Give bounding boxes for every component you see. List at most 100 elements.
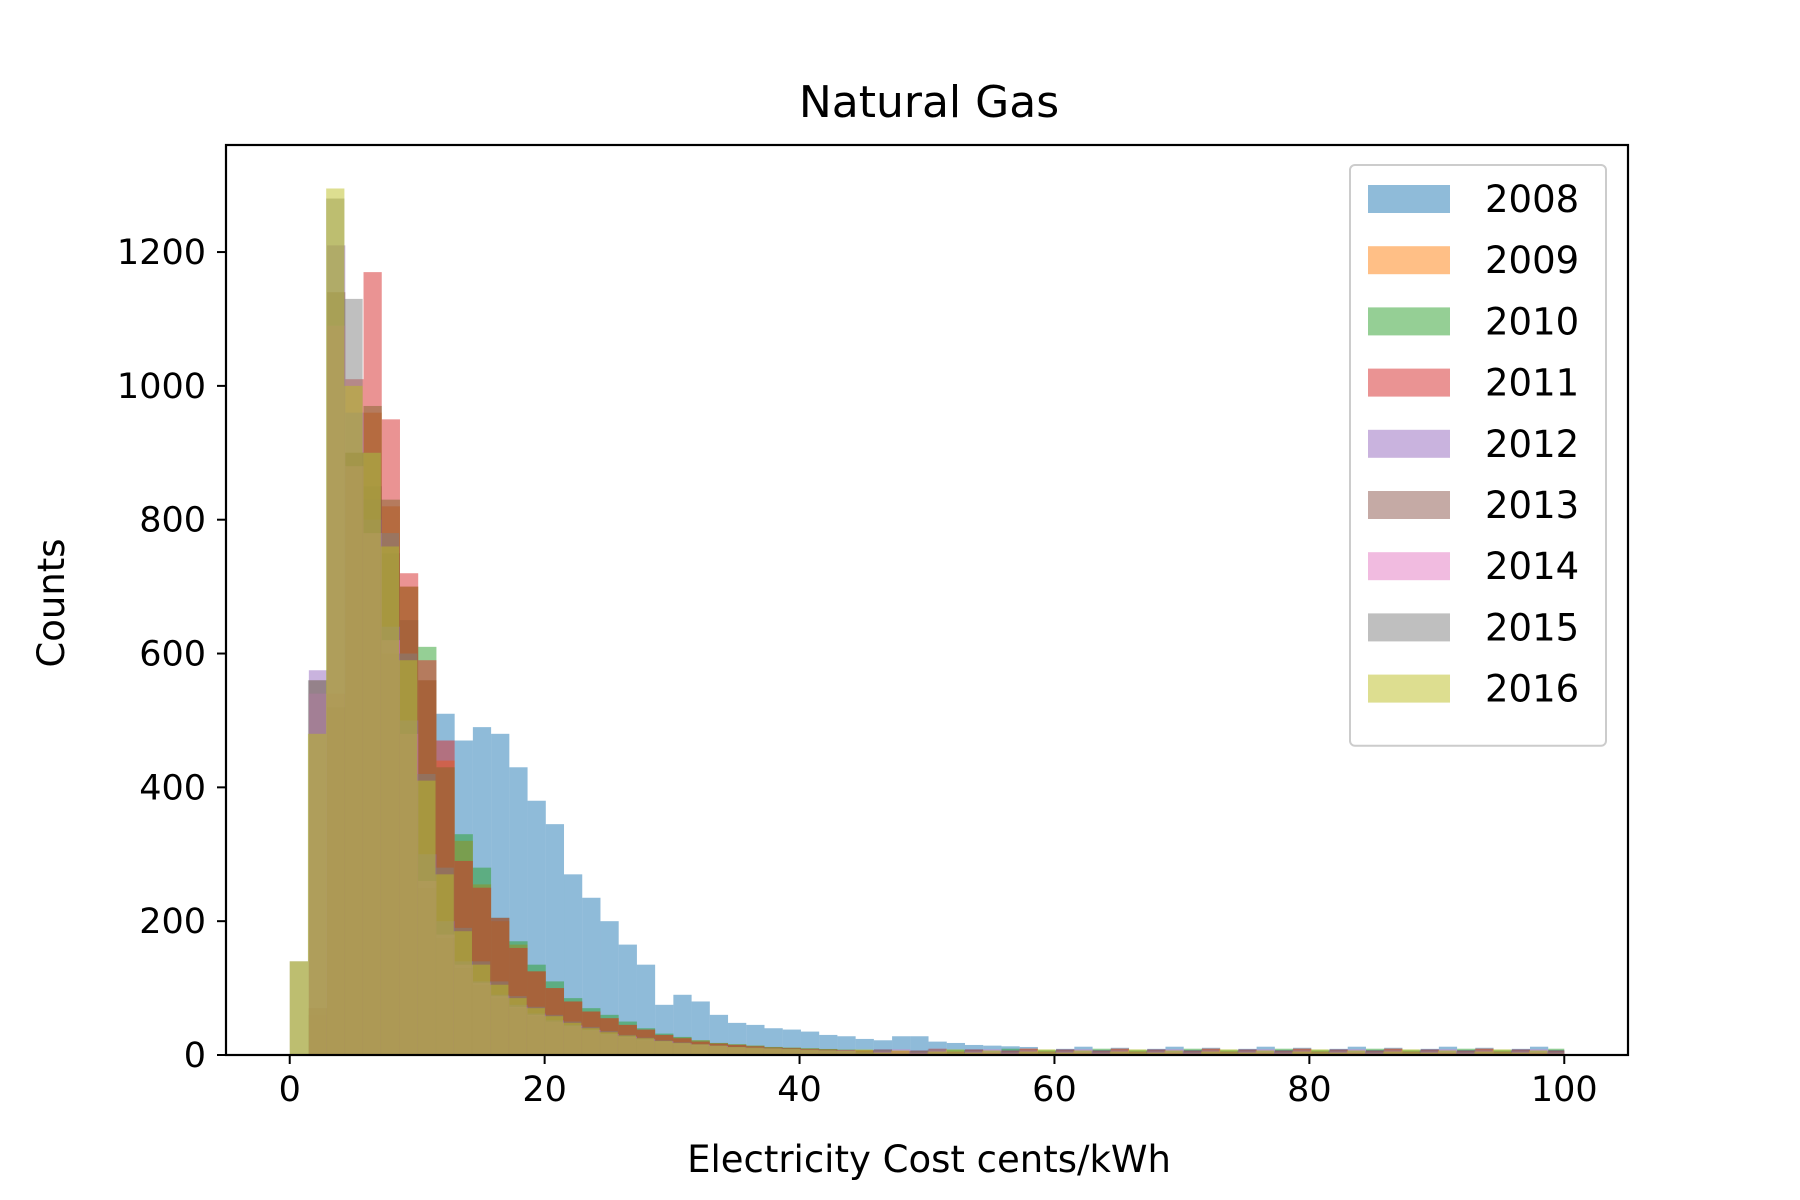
bar [289,961,308,1055]
bar [453,931,472,1055]
bar [1419,1052,1438,1055]
bar [708,1045,728,1055]
bar [490,984,509,1055]
x-tick-label: 100 [1531,1070,1598,1110]
bar [654,1040,673,1055]
bar [1109,1051,1129,1055]
legend-label: 2010 [1485,300,1579,343]
y-tick-label: 1200 [117,233,206,273]
legend-label: 2009 [1485,239,1579,282]
bar [617,1035,637,1055]
bar [1146,1052,1165,1055]
legend-swatch [1368,368,1450,397]
x-tick-label: 60 [1032,1070,1077,1110]
bar [526,1008,545,1055]
legend-swatch [1368,491,1450,519]
x-tick-label: 80 [1287,1070,1332,1110]
bar [1547,1051,1565,1055]
bar [672,1042,691,1055]
y-tick-label: 200 [139,902,206,942]
bar [964,1052,983,1055]
bar [563,1022,582,1055]
legend-label: 2008 [1485,178,1579,221]
bar [1456,1051,1475,1055]
legend-label: 2011 [1485,362,1579,405]
bar [1164,1050,1183,1055]
bar [1073,1050,1092,1055]
bar [599,1032,618,1055]
x-tick-label: 20 [522,1070,567,1110]
bar [763,1048,782,1055]
legend: 2008 2009 2010 2011 2012 2013 2014 2015 2016 [1349,164,1607,747]
bar [1437,1050,1457,1055]
bar [800,1049,819,1055]
bar [1182,1051,1202,1055]
bar [1091,1051,1110,1055]
bar [1036,1049,1056,1055]
bar [854,1049,873,1055]
bar [344,385,363,1055]
bar [544,1016,564,1055]
bar [891,1050,910,1055]
bar [1273,1051,1293,1055]
legend-label: 2012 [1485,423,1579,466]
bar [399,660,418,1055]
bar [872,1052,892,1055]
legend-swatch [1368,429,1450,458]
y-tick-label: 400 [139,768,206,808]
y-tick-label: 1000 [117,367,206,407]
legend-label: 2015 [1485,606,1579,649]
bar [1328,1052,1347,1055]
bar [636,1038,655,1055]
bar [1237,1052,1256,1055]
legend-label: 2016 [1485,668,1579,711]
bar [1201,1051,1220,1055]
bar [508,998,527,1056]
legend-swatch [1368,552,1450,581]
y-axis-label: Counts [30,538,73,667]
bar [326,188,345,1056]
bar [1255,1050,1274,1055]
bar [1365,1051,1384,1055]
histogram-bars [289,188,1565,1056]
y-tick-label: 800 [139,501,206,541]
bar [1401,1049,1420,1055]
bar [818,1050,837,1055]
legend-label: 2014 [1485,545,1579,588]
bar [307,733,327,1055]
bar [727,1046,746,1055]
bar [927,1051,946,1055]
bar [1128,1049,1147,1055]
y-tick-label: 600 [139,635,206,675]
legend-label: 2013 [1485,484,1579,527]
bar [1474,1051,1493,1055]
bar [690,1044,709,1055]
legend-swatch [1368,185,1450,213]
bar [1055,1052,1074,1055]
bar [910,1036,929,1055]
bar [471,964,491,1055]
bar [909,1051,928,1055]
bar [1292,1051,1311,1055]
bar [1510,1052,1530,1055]
chart-title: Natural Gas [799,77,1059,128]
legend-swatch [1368,307,1450,336]
bar [1492,1049,1511,1055]
bar [1310,1049,1329,1055]
bar [362,452,381,1055]
bar [1529,1050,1548,1055]
bar [982,1050,1001,1055]
series-2016 [289,188,1565,1056]
bar [417,780,436,1055]
legend-swatch [1368,674,1450,703]
bar [380,546,400,1055]
x-tick-label: 0 [279,1070,301,1110]
bar [435,874,454,1055]
bar [1346,1050,1366,1055]
legend-swatch [1368,613,1450,642]
y-tick-label: 0 [184,1036,206,1076]
bar [745,1047,764,1055]
bar [781,1048,801,1055]
bar [1383,1051,1402,1055]
